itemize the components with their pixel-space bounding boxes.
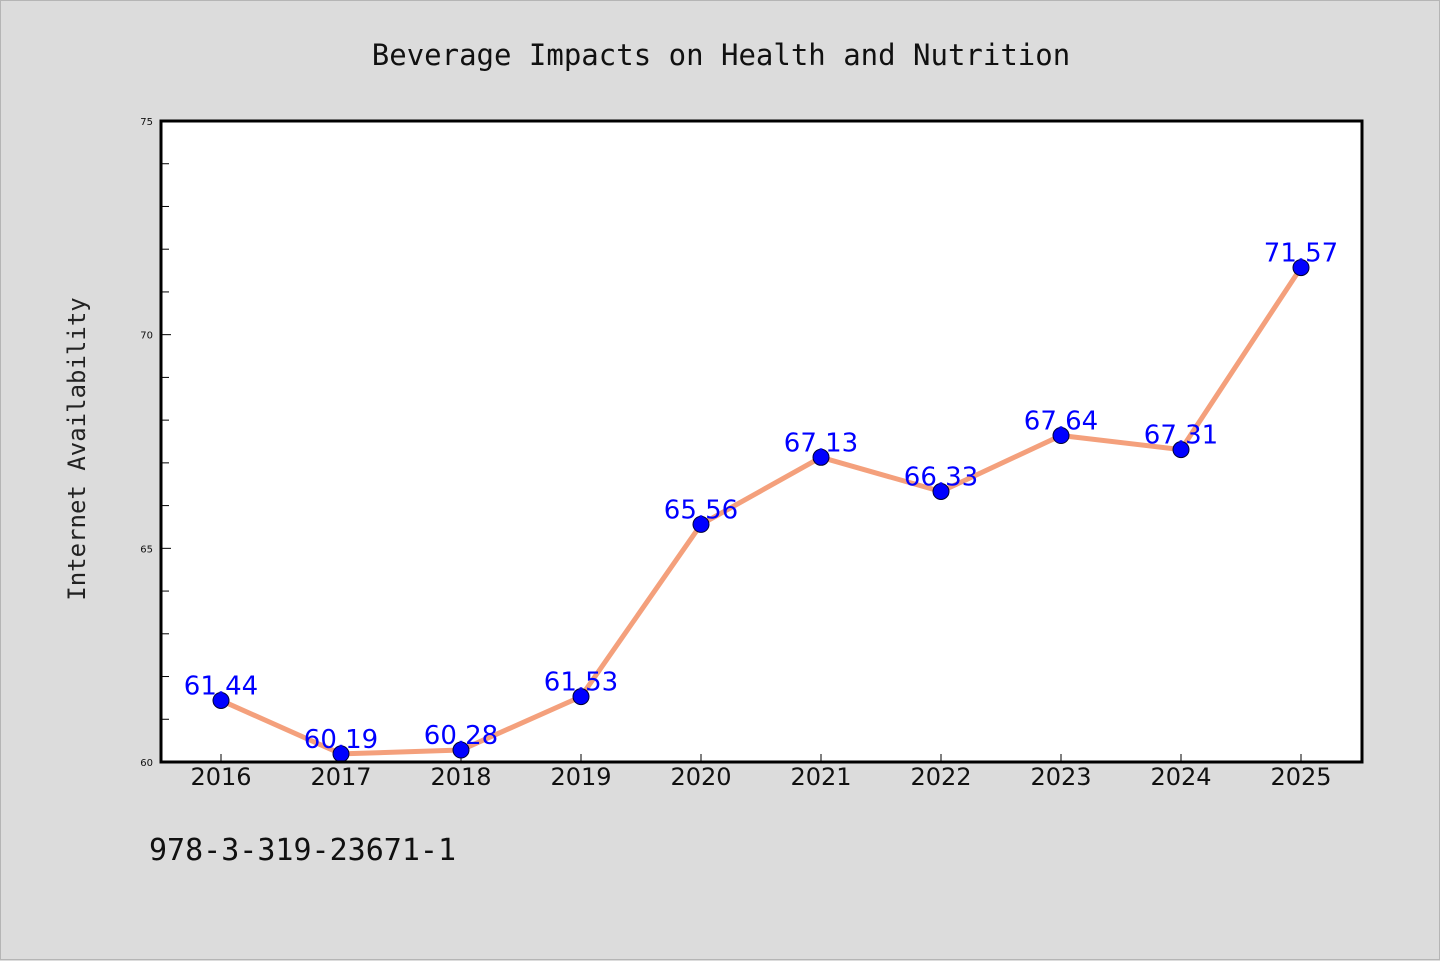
y-axis-label: Internet Availability xyxy=(63,297,91,600)
data-label: 66.33 xyxy=(904,462,978,492)
data-point-marker xyxy=(692,515,710,533)
x-tick-label: 2019 xyxy=(550,763,611,791)
data-point-marker xyxy=(812,448,830,466)
x-tick-label: 2017 xyxy=(310,763,371,791)
data-label: 61.44 xyxy=(184,671,258,701)
data-label: 71.57 xyxy=(1264,239,1338,269)
data-label: 60.28 xyxy=(424,721,498,751)
data-label: 60.19 xyxy=(304,725,378,755)
data-point-marker xyxy=(452,741,470,759)
data-point-marker xyxy=(1052,427,1070,445)
data-label: 67.13 xyxy=(784,428,858,458)
y-tick-label: 60 xyxy=(140,758,153,769)
data-label: 67.31 xyxy=(1144,421,1218,451)
data-point-marker xyxy=(572,688,590,706)
x-tick-label: 2022 xyxy=(910,763,971,791)
y-tick-label: 65 xyxy=(140,544,153,555)
series-line-group xyxy=(212,259,1310,763)
footnote-isbn: 978-3-319-23671-1 xyxy=(149,833,457,868)
data-point-marker xyxy=(212,691,230,709)
data-label: 67.64 xyxy=(1024,407,1098,437)
x-tick-label: 2025 xyxy=(1270,763,1331,791)
y-tick-label: 75 xyxy=(140,117,153,128)
data-point-marker xyxy=(1292,259,1310,277)
data-labels: 61.44 60.19 60.28 61.53 65.56 67.13 66.33 67.64… xyxy=(184,239,1338,755)
x-tick-label: 2023 xyxy=(1030,763,1091,791)
x-tick-label: 2020 xyxy=(670,763,731,791)
data-label: 61.53 xyxy=(544,668,618,698)
data-point-marker xyxy=(1172,441,1190,459)
series-line xyxy=(218,265,1304,757)
plot-border xyxy=(159,119,1364,764)
data-point-marker xyxy=(932,482,950,500)
data-label: 65.56 xyxy=(664,495,738,525)
x-tick-label: 2021 xyxy=(790,763,851,791)
chart-title: Beverage Impacts on Health and Nutrition xyxy=(372,38,1070,72)
plot-area xyxy=(161,121,1362,762)
axis-ticks: 60 65 70 75 2016 2017 2018 2019 2020 2021 2022 2023… xyxy=(140,117,1331,791)
x-tick-label: 2018 xyxy=(430,763,491,791)
y-tick-label: 70 xyxy=(140,331,153,342)
x-tick-label: 2024 xyxy=(1150,763,1211,791)
x-tick-label: 2016 xyxy=(190,763,251,791)
